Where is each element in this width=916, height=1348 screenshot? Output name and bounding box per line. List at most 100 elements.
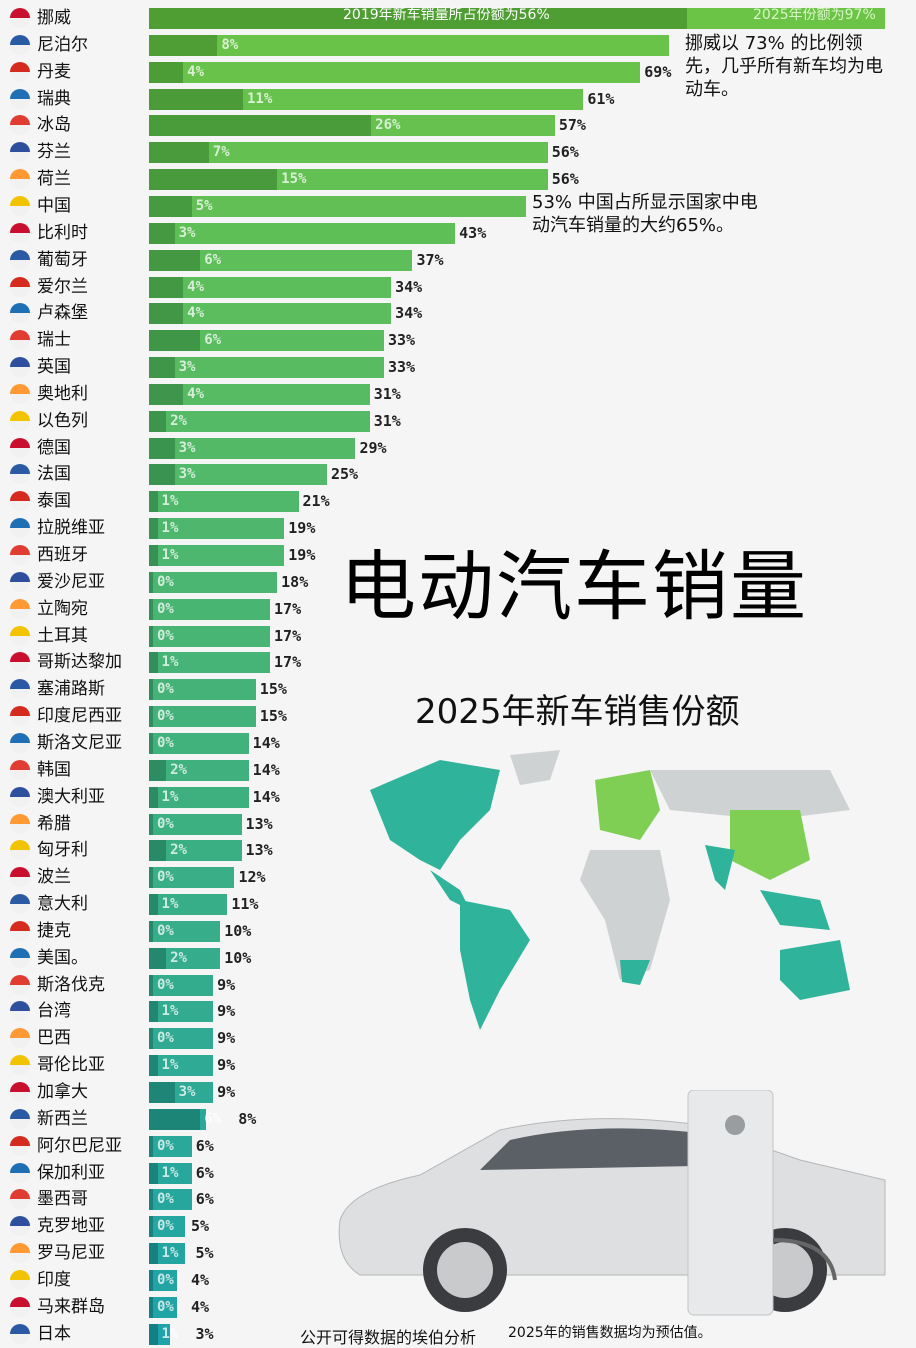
bar-row: 卢森堡 4% 34%	[0, 302, 916, 325]
bar-2025	[149, 706, 256, 728]
flag-icon	[10, 625, 30, 646]
flag-icon	[10, 1001, 30, 1022]
bar-2019	[149, 1162, 158, 1184]
label-2019: 3%	[178, 359, 196, 376]
flag-icon	[10, 1055, 30, 1076]
bar-2025	[149, 598, 271, 620]
bar-row: 法国 3% 25%	[0, 463, 916, 486]
country-label: 加拿大	[37, 1082, 88, 1102]
country-label: 马来群岛	[37, 1296, 105, 1317]
flag-icon	[10, 330, 30, 351]
label-2019: 1%	[161, 1057, 179, 1074]
bar-row: 瑞士 6% 33%	[0, 329, 916, 352]
label-2025: 5%	[195, 1244, 214, 1263]
label-2019: 3%	[178, 439, 196, 456]
bar-2019	[149, 437, 175, 459]
label-2019: 2%	[170, 842, 187, 859]
country-label: 法国	[37, 464, 71, 485]
bar-2025	[149, 1135, 192, 1157]
country-label: 泰国	[37, 491, 71, 512]
charger-icon	[687, 1090, 774, 1316]
label-2019: 5%	[195, 197, 213, 214]
bar-2019	[149, 840, 167, 862]
bar-2025	[149, 249, 413, 271]
label-2025: 6%	[195, 1136, 214, 1155]
label-2019: 1%	[161, 1245, 179, 1262]
label-2025: 33%	[387, 358, 416, 377]
label-2025: 57%	[558, 116, 586, 135]
flag-icon	[10, 840, 30, 861]
bar-2019	[149, 1108, 201, 1130]
country-label: 卢森堡	[37, 303, 88, 324]
label-2019: 1%	[161, 788, 179, 805]
country-label: 希腊	[37, 813, 71, 834]
flag-icon	[10, 61, 30, 82]
bar-row: 爱沙尼亚 0% 18%	[0, 571, 916, 593]
bar-2025	[149, 894, 228, 916]
label-2019: 2%	[170, 949, 187, 966]
label-2025: 13%	[245, 841, 273, 860]
label-2025: 31%	[373, 411, 401, 430]
bar-row: 英国 3% 33%	[0, 356, 916, 379]
flag-icon	[10, 464, 30, 485]
flag-icon	[10, 759, 30, 780]
header-2019: 2019年新车销量所占份额为56%	[343, 7, 550, 23]
bar-2019	[149, 786, 158, 808]
bar-2025	[149, 1189, 192, 1211]
bar-row: 挪威	[0, 7, 916, 29]
label-2019: 4%	[187, 305, 205, 322]
flag-icon	[10, 195, 30, 216]
bar-2025	[149, 357, 384, 379]
country-label: 拉脱维亚	[37, 518, 105, 539]
bar-2025	[149, 330, 384, 352]
label-2025: 15%	[259, 707, 287, 726]
bar-2019	[149, 947, 167, 969]
chart-subtitle: 2025年新车销售份额	[415, 692, 740, 732]
flag-icon	[10, 276, 30, 297]
label-2025: 43%	[459, 223, 487, 242]
label-2019: 6%	[204, 251, 222, 268]
flag-icon	[10, 598, 30, 619]
country-label: 哥伦比亚	[37, 1055, 105, 1076]
bar-2025	[149, 571, 278, 593]
bar-2025	[149, 652, 271, 674]
label-2019: 4%	[187, 278, 205, 295]
country-label: 冰岛	[37, 115, 71, 136]
country-label: 斯洛文尼亚	[37, 732, 122, 753]
map-china	[730, 810, 810, 880]
chart-title: 电动汽车销量	[340, 542, 808, 631]
country-label: 尼泊尔	[37, 34, 88, 55]
label-2025: 9%	[217, 1083, 236, 1101]
country-label: 罗马尼亚	[37, 1243, 105, 1264]
country-label: 奥地利	[37, 383, 88, 404]
country-label: 匈牙利	[37, 840, 88, 861]
label-2019: 7%	[212, 144, 230, 161]
label-2019: 6%	[204, 1110, 222, 1127]
bar-2025	[149, 840, 242, 862]
bar-2019	[149, 330, 201, 352]
bar-2025	[149, 437, 356, 459]
label-2025: 37%	[416, 250, 444, 269]
flag-icon	[10, 518, 30, 539]
flag-icon	[10, 303, 30, 324]
bar-2019	[149, 276, 184, 298]
bar-row: 斯洛伐克 0% 9%	[0, 974, 916, 996]
bar-2025	[149, 813, 242, 835]
label-2019: 0%	[157, 1191, 174, 1208]
label-2025: 4%	[191, 1297, 210, 1316]
bar-row: 墨西哥 0% 6%	[0, 1188, 916, 1211]
bar-row: 瑞典 11% 61%	[0, 88, 916, 110]
country-label: 印度	[37, 1269, 71, 1290]
country-label: 波兰	[37, 867, 71, 888]
country-label: 韩国	[37, 759, 71, 780]
label-2019: 1%	[161, 493, 179, 510]
flag-icon	[10, 571, 30, 592]
bar-row: 印度 0% 4%	[0, 1269, 916, 1291]
bar-2025	[149, 732, 249, 754]
bar-2025	[149, 1296, 178, 1318]
bar-2025	[149, 625, 271, 647]
annotation-china: 53% 中国占所显示国家中电动汽车销量的大约65%。	[532, 192, 758, 236]
label-2019: 0%	[157, 573, 174, 590]
bar-row: 巴西 0% 9%	[0, 1027, 916, 1050]
flag-icon	[10, 383, 30, 404]
